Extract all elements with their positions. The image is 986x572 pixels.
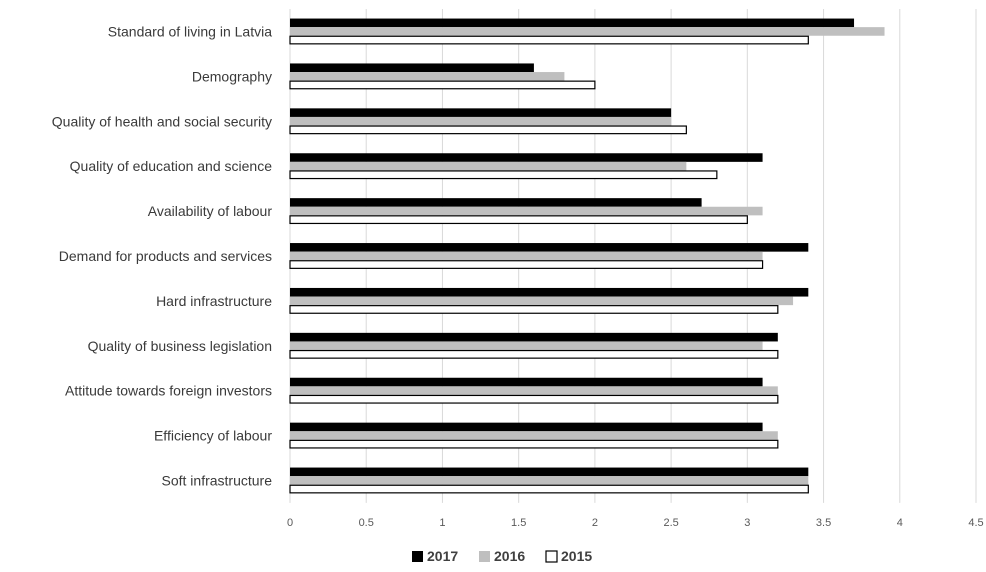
bars bbox=[289, 18, 885, 494]
legend-swatch-2015 bbox=[545, 550, 558, 563]
x-tick-label: 1 bbox=[439, 517, 445, 529]
bar-2017-6 bbox=[290, 287, 809, 297]
bar-2017-0 bbox=[290, 18, 855, 28]
bar-2017-1 bbox=[290, 63, 534, 73]
category-label: Demography bbox=[192, 68, 272, 84]
x-tick-label: 4.5 bbox=[968, 517, 983, 529]
bar-2016-3 bbox=[290, 161, 687, 171]
bar-2015-0 bbox=[289, 35, 809, 45]
category-label: Quality of education and science bbox=[70, 158, 273, 174]
bar-2016-6 bbox=[290, 296, 794, 306]
bar-2017-8 bbox=[290, 377, 763, 387]
legend-swatch-2016 bbox=[479, 551, 490, 562]
bar-2015-2 bbox=[289, 125, 687, 135]
bar-2015-7 bbox=[289, 349, 779, 359]
bar-2016-1 bbox=[290, 72, 565, 81]
bar-2015-8 bbox=[289, 394, 779, 404]
bar-2017-4 bbox=[290, 198, 702, 207]
legend-swatch-2017 bbox=[412, 551, 423, 562]
category-label: Demand for products and services bbox=[59, 248, 272, 264]
x-tick-label: 1.5 bbox=[511, 517, 526, 529]
bar-2015-6 bbox=[289, 305, 779, 314]
x-tick-label: 2.5 bbox=[663, 517, 678, 529]
bar-2015-1 bbox=[289, 80, 596, 90]
category-label: Hard infrastructure bbox=[156, 293, 272, 309]
x-tick-label: 2 bbox=[592, 517, 598, 529]
bar-2016-2 bbox=[290, 116, 672, 126]
x-tick-label: 4 bbox=[897, 517, 903, 529]
bar-2015-10 bbox=[289, 484, 809, 494]
bar-2015-4 bbox=[289, 215, 748, 225]
category-label: Quality of business legislation bbox=[88, 338, 272, 354]
bar-2016-10 bbox=[290, 476, 809, 485]
bar-2016-5 bbox=[290, 251, 763, 261]
bar-2016-4 bbox=[290, 206, 763, 216]
bar-2016-7 bbox=[290, 341, 763, 351]
legend: 2017 2016 2015 bbox=[412, 548, 592, 564]
bar-2017-5 bbox=[290, 243, 809, 252]
legend-label-2017: 2017 bbox=[427, 548, 458, 564]
x-tick-label: 3 bbox=[744, 517, 750, 529]
category-label: Availability of labour bbox=[148, 203, 273, 219]
legend-label-2015: 2015 bbox=[561, 548, 592, 564]
category-label: Soft infrastructure bbox=[162, 472, 273, 488]
x-tick-labels: 0 0.5 1 1.5 2 2.5 3 3.5 4 4.5 bbox=[287, 517, 984, 529]
bar-2017-9 bbox=[290, 422, 763, 432]
bar-2017-3 bbox=[290, 153, 763, 162]
bar-2015-9 bbox=[289, 439, 779, 449]
bar-2015-5 bbox=[289, 260, 764, 269]
bar-2017-7 bbox=[290, 332, 778, 342]
legend-label-2016: 2016 bbox=[494, 548, 525, 564]
bar-2016-9 bbox=[290, 431, 778, 440]
bar-2017-10 bbox=[290, 467, 809, 477]
category-label: Quality of health and social security bbox=[52, 113, 272, 129]
x-tick-label: 0.5 bbox=[359, 517, 374, 529]
bar-2017-2 bbox=[290, 108, 672, 117]
x-tick-label: 3.5 bbox=[816, 517, 831, 529]
bar-2016-8 bbox=[290, 386, 778, 395]
category-label: Attitude towards foreign investors bbox=[65, 383, 272, 399]
category-label: Efficiency of labour bbox=[154, 428, 272, 444]
category-labels: Standard of living in Latvia Demography Qu… bbox=[52, 23, 273, 488]
category-label: Standard of living in Latvia bbox=[108, 23, 272, 39]
x-tick-label: 0 bbox=[287, 517, 293, 529]
bar-2016-0 bbox=[290, 27, 885, 36]
bar-2015-3 bbox=[289, 170, 718, 180]
